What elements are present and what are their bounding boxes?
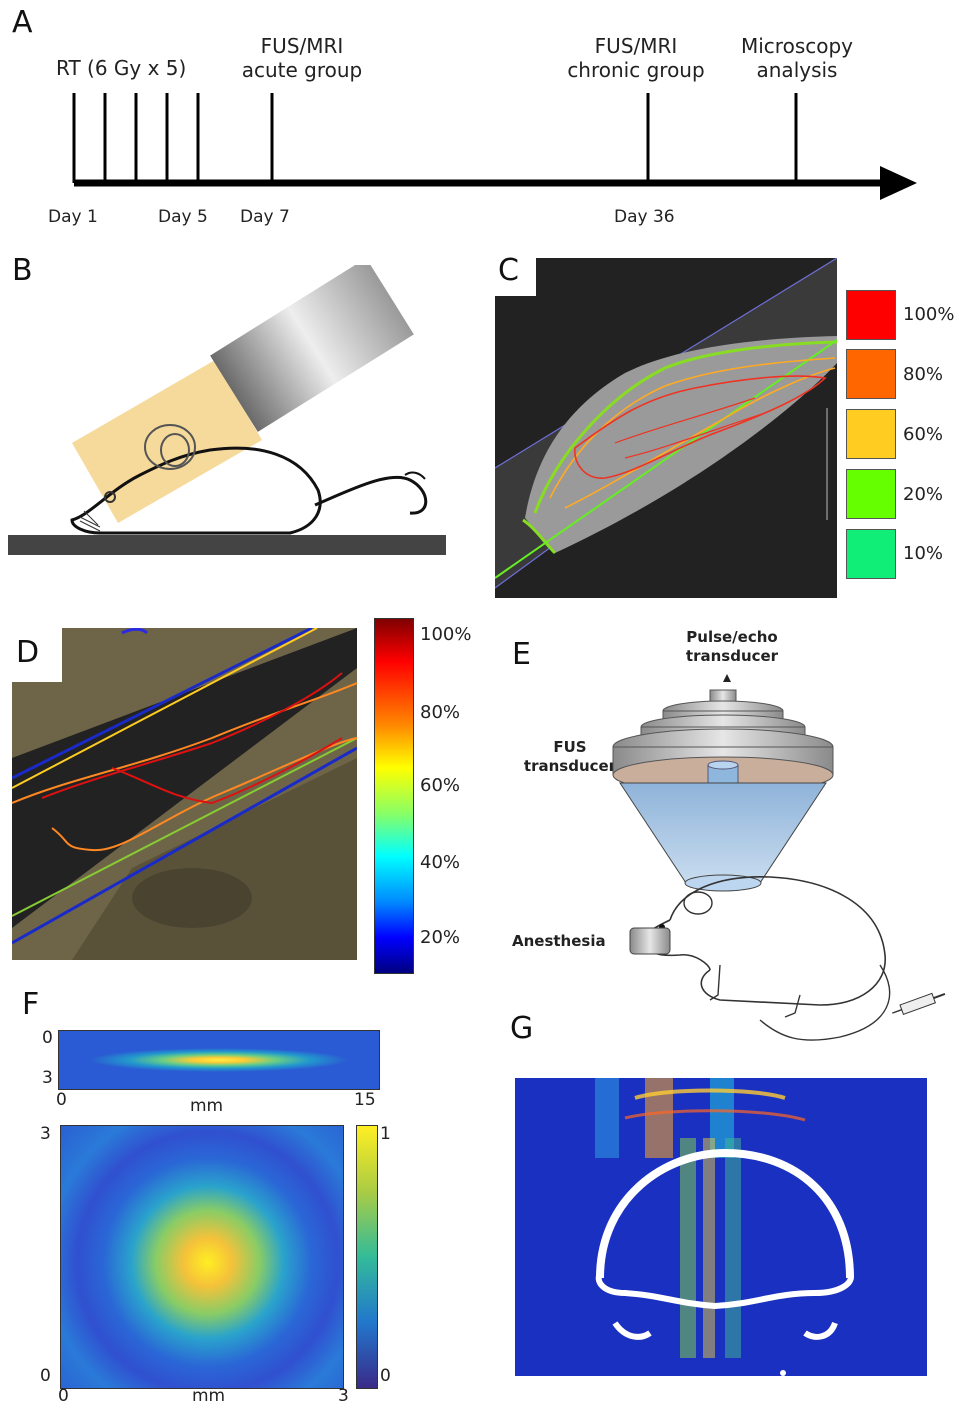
collimator-cylinder: [210, 265, 414, 432]
legend-swatch-20: [846, 469, 896, 519]
ct-image-frame: [495, 258, 837, 598]
fus-chronic-line2: chronic group: [567, 58, 705, 82]
film-image: [12, 628, 357, 960]
table-surface: [8, 535, 446, 555]
radiation-beam: [72, 360, 262, 523]
film-image-frame: [12, 628, 357, 960]
panel-c-letter: C: [498, 253, 519, 288]
pulse-echo-line2: transducer: [685, 647, 779, 665]
panel-d-letter: D: [16, 635, 40, 670]
mouse-ear: [144, 424, 196, 470]
anesthesia-label: Anesthesia: [512, 932, 606, 950]
colorbar-tick-60: 60%: [420, 775, 461, 796]
fus-setup-illustration: [612, 674, 946, 1041]
microscopy-label: Microscopy analysis: [728, 34, 866, 82]
axial-x-tick-0: 0: [56, 1090, 67, 1110]
rat-tail: [759, 964, 891, 1041]
ultrasound-cone: [619, 782, 827, 884]
rt-label: RT (6 Gy x 5): [56, 56, 187, 80]
microscopy-line2: analysis: [756, 58, 838, 82]
panel-d-letter-bg: [6, 624, 62, 682]
axial-x-tick-15: 15: [354, 1090, 376, 1110]
panel-g-letter: G: [510, 1011, 534, 1046]
irradiation-illustration: [8, 265, 446, 555]
axial-x-unit: mm: [190, 1096, 224, 1116]
fus-transducer-line1: FUS: [553, 738, 587, 756]
fus-transducer-line2: transducer: [523, 757, 617, 775]
lateral-x-unit: mm: [192, 1386, 226, 1406]
panel-e-letter: E: [512, 637, 531, 672]
beam-colorbar: [356, 1125, 378, 1389]
rat-body: [669, 876, 886, 1006]
axial-y-tick-3: 3: [42, 1068, 53, 1088]
mouse-tail: [314, 475, 428, 515]
mouse-eye: [104, 491, 116, 503]
legend-swatch-60: [846, 409, 896, 459]
panel-c-letter-bg: [490, 252, 536, 296]
axial-beam-heatmap: [58, 1030, 380, 1090]
fus-acute-line2: acute group: [241, 58, 363, 82]
day36-label: Day 36: [614, 207, 675, 227]
fus-acute-label: FUS/MRI acute group: [232, 34, 372, 82]
pointer-arrow-icon: [723, 674, 731, 682]
dose-colorbar: [374, 618, 414, 974]
legend-label-10: 10%: [903, 543, 944, 564]
lateral-x-tick-0: 0: [58, 1386, 69, 1406]
fus-chronic-line1: FUS/MRI: [594, 34, 678, 58]
lateral-y-tick-3: 3: [40, 1124, 51, 1144]
legend-swatch-10: [846, 529, 896, 579]
lateral-x-tick-3: 3: [338, 1386, 349, 1406]
fus-chronic-label: FUS/MRI chronic group: [558, 34, 714, 82]
lateral-y-tick-0: 0: [40, 1366, 51, 1386]
lateral-beam-heatmap: [60, 1125, 344, 1389]
day5-label: Day 5: [158, 207, 208, 227]
panel-a-letter: A: [12, 5, 33, 40]
skull-simulation-frame: [515, 1078, 927, 1376]
beam-colorbar-max: 1: [380, 1124, 391, 1144]
fus-acute-line1: FUS/MRI: [260, 34, 344, 58]
legend-label-100: 100%: [903, 304, 955, 325]
day7-label: Day 7: [240, 207, 290, 227]
ct-image: [495, 258, 837, 598]
axial-y-tick-0: 0: [42, 1028, 53, 1048]
timeline-axis: [72, 93, 917, 200]
panel-f-letter: F: [22, 987, 40, 1022]
pulse-echo-label: Pulse/echo transducer: [672, 628, 792, 666]
fus-transducer-label: FUS transducer: [520, 738, 620, 776]
legend-swatch-80: [846, 349, 896, 399]
microscopy-line1: Microscopy: [740, 34, 853, 58]
colorbar-tick-100: 100%: [420, 624, 472, 645]
legend-swatch-100: [846, 290, 896, 340]
panel-b-letter: B: [12, 253, 33, 288]
colorbar-tick-20: 20%: [420, 927, 461, 948]
colorbar-tick-80: 80%: [420, 702, 461, 723]
legend-label-60: 60%: [903, 424, 944, 445]
beam-colorbar-min: 0: [380, 1366, 391, 1386]
legend-label-80: 80%: [903, 364, 944, 385]
day1-label: Day 1: [48, 207, 98, 227]
legend-label-20: 20%: [903, 484, 944, 505]
mouse-body: [70, 446, 322, 535]
skull-outline: [596, 1148, 854, 1279]
colorbar-tick-40: 40%: [420, 852, 461, 873]
pulse-echo-line1: Pulse/echo: [686, 628, 778, 646]
syringe-icon: [892, 992, 946, 1016]
skull-simulation: [515, 1078, 927, 1376]
